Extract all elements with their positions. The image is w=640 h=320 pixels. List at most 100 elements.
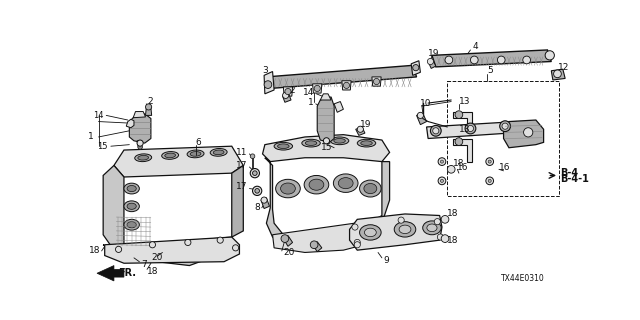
Text: 18: 18 — [147, 267, 159, 276]
Ellipse shape — [422, 221, 441, 235]
Circle shape — [253, 186, 262, 196]
Circle shape — [554, 70, 561, 78]
Text: 18: 18 — [90, 246, 101, 255]
Polygon shape — [273, 219, 390, 252]
Text: 10: 10 — [420, 99, 432, 108]
Polygon shape — [103, 237, 232, 266]
Polygon shape — [284, 87, 292, 96]
Circle shape — [524, 128, 533, 137]
Circle shape — [435, 219, 440, 225]
Ellipse shape — [124, 183, 140, 194]
Ellipse shape — [274, 142, 292, 150]
Circle shape — [255, 188, 259, 193]
Polygon shape — [264, 71, 274, 94]
Circle shape — [417, 112, 424, 118]
Text: 13: 13 — [459, 97, 470, 106]
Polygon shape — [126, 119, 134, 128]
Circle shape — [438, 177, 446, 185]
Ellipse shape — [124, 219, 140, 230]
Circle shape — [545, 51, 554, 60]
Ellipse shape — [357, 139, 376, 147]
Circle shape — [115, 246, 122, 252]
Text: 14: 14 — [303, 88, 314, 97]
Text: 6: 6 — [196, 138, 202, 147]
Circle shape — [497, 56, 505, 64]
Ellipse shape — [280, 183, 295, 194]
Text: 16: 16 — [499, 163, 511, 172]
Ellipse shape — [276, 179, 300, 198]
Text: 19: 19 — [428, 49, 440, 58]
Text: 13: 13 — [459, 125, 470, 134]
Ellipse shape — [127, 222, 136, 228]
Circle shape — [357, 126, 364, 132]
Circle shape — [428, 59, 433, 65]
Circle shape — [283, 92, 289, 99]
Circle shape — [217, 237, 223, 243]
Polygon shape — [261, 198, 269, 209]
Circle shape — [185, 239, 191, 245]
Text: 17: 17 — [236, 161, 247, 170]
Polygon shape — [262, 135, 390, 162]
Circle shape — [455, 138, 463, 145]
Text: 19: 19 — [360, 120, 372, 129]
Polygon shape — [145, 108, 152, 116]
Polygon shape — [427, 122, 520, 139]
Polygon shape — [265, 158, 390, 246]
Circle shape — [455, 111, 463, 118]
Circle shape — [447, 165, 455, 173]
Ellipse shape — [187, 150, 204, 158]
Ellipse shape — [339, 178, 353, 189]
Ellipse shape — [164, 153, 175, 158]
Polygon shape — [284, 236, 292, 246]
Circle shape — [137, 140, 143, 146]
Circle shape — [502, 123, 508, 129]
Circle shape — [431, 125, 441, 136]
Circle shape — [354, 242, 360, 248]
Polygon shape — [137, 141, 141, 148]
Ellipse shape — [135, 154, 152, 162]
Circle shape — [344, 82, 349, 88]
Text: 9: 9 — [383, 256, 389, 265]
Ellipse shape — [302, 139, 320, 147]
Circle shape — [314, 85, 320, 92]
Circle shape — [437, 234, 444, 240]
Text: B-4: B-4 — [561, 168, 579, 178]
Text: 15: 15 — [97, 142, 108, 151]
Polygon shape — [320, 94, 331, 100]
Circle shape — [253, 171, 257, 175]
Ellipse shape — [278, 144, 289, 148]
Circle shape — [488, 160, 492, 163]
Text: 12: 12 — [557, 63, 569, 72]
Text: 17: 17 — [236, 182, 247, 191]
Polygon shape — [417, 113, 427, 124]
Text: 2: 2 — [289, 86, 295, 95]
Polygon shape — [372, 77, 381, 86]
Ellipse shape — [394, 222, 416, 237]
Polygon shape — [283, 94, 291, 102]
Polygon shape — [334, 101, 344, 112]
Ellipse shape — [334, 139, 346, 143]
Text: 20: 20 — [151, 253, 163, 262]
Circle shape — [281, 235, 289, 243]
Circle shape — [264, 81, 272, 88]
Circle shape — [145, 104, 152, 110]
Ellipse shape — [210, 148, 227, 156]
Polygon shape — [129, 114, 151, 143]
Text: 18: 18 — [447, 236, 458, 245]
Ellipse shape — [127, 186, 136, 192]
Polygon shape — [432, 50, 551, 67]
Text: 4: 4 — [473, 42, 478, 51]
Text: TX44E0310: TX44E0310 — [501, 274, 545, 283]
Polygon shape — [452, 112, 472, 135]
Ellipse shape — [427, 224, 437, 232]
Circle shape — [440, 160, 444, 163]
Text: 2: 2 — [148, 97, 154, 106]
Circle shape — [250, 154, 255, 158]
Ellipse shape — [399, 225, 411, 234]
Text: 15: 15 — [321, 143, 333, 152]
Circle shape — [500, 121, 511, 132]
Polygon shape — [312, 242, 322, 252]
Ellipse shape — [333, 174, 358, 192]
Polygon shape — [411, 61, 420, 75]
Text: 18: 18 — [447, 210, 458, 219]
